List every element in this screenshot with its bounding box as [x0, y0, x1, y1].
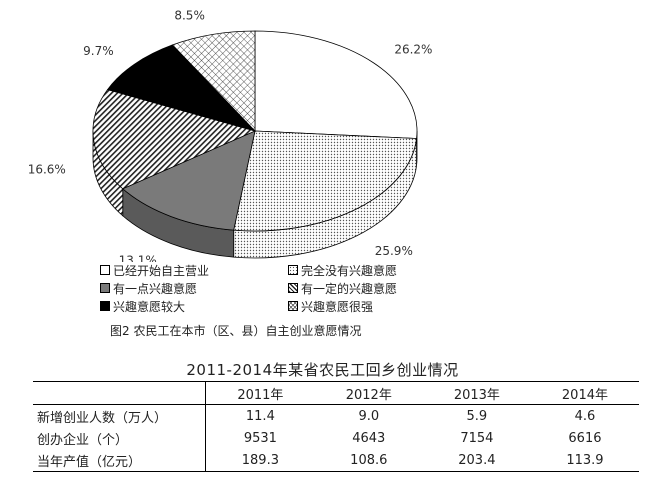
pie-slice — [122, 130, 256, 231]
legend-swatch-crosshatch — [288, 301, 298, 311]
table-cell: 7154 — [460, 430, 494, 446]
pie-value-label: 26.2% — [394, 42, 432, 56]
legend-label: 有一点兴趣意愿 — [113, 281, 198, 296]
pie-top-faces — [92, 30, 418, 232]
table-cell: 9531 — [243, 430, 277, 446]
row-header: 新增创业人数（万人） — [33, 404, 206, 427]
legend-label: 有一定的兴趣意愿 — [301, 281, 398, 296]
pie-value-label: 25.9% — [375, 244, 413, 258]
column-header: 2012年 — [345, 387, 392, 403]
column-header: 2011年 — [237, 387, 284, 403]
pie-value-label: 16.6% — [28, 162, 66, 176]
pie-value-label: 9.7% — [83, 44, 114, 58]
pie-slice — [171, 30, 256, 132]
row-header: 当年产值（亿元） — [33, 449, 206, 472]
table-corner-cell — [33, 381, 206, 405]
pie-value-label: 13.1% — [119, 254, 157, 262]
legend-item: 有一定的兴趣意愿 — [288, 280, 448, 296]
legend-label: 兴趣意愿较大 — [113, 299, 186, 314]
legend-label: 完全没有兴趣意愿 — [301, 263, 398, 278]
table-cell: 6616 — [568, 430, 602, 446]
table-title: 2011-2014年某省农民工回乡创业情况 — [186, 361, 459, 379]
table-cell: 11.4 — [245, 408, 275, 424]
legend-swatch-diagonal — [288, 283, 298, 293]
column-header: 2013年 — [453, 387, 500, 403]
table-cell: 9.0 — [358, 408, 380, 424]
pie-slice — [233, 130, 417, 232]
legend-swatch-white — [100, 265, 110, 275]
legend-swatch-dots — [288, 265, 298, 275]
pie-slice — [106, 44, 257, 132]
table-cell: 108.6 — [350, 452, 388, 468]
pie-legend: 已经开始自主营业 完全没有兴趣意愿 有一点兴趣意愿 有一定的兴趣意愿 兴趣意愿较… — [100, 262, 430, 314]
legend-item: 兴趣意愿很强 — [288, 298, 448, 314]
table-row: 新增创业人数（万人） 11.4 9.0 5.9 4.6 — [33, 404, 639, 427]
pie-value-labels: 26.2% 25.9% 13.1% 16.6% 9.7% 8.5% — [28, 8, 433, 262]
legend-item: 已经开始自主营业 — [100, 262, 288, 278]
legend-swatch-gray — [100, 283, 110, 293]
column-header: 2014年 — [561, 387, 608, 403]
table-cell: 5.9 — [466, 408, 488, 424]
table-row: 当年产值（亿元） 189.3 108.6 203.4 113.9 — [33, 449, 639, 472]
figure-caption: 图2 农民工在本市（区、县）自主创业意愿情况 — [110, 324, 362, 338]
table-header-row: 2011年 2012年 2013年 2014年 — [33, 381, 639, 405]
pie-chart: 26.2% 25.9% 13.1% 16.6% 9.7% 8.5% — [28, 8, 433, 262]
table-cell: 4.6 — [574, 408, 596, 424]
pie-slice — [254, 30, 418, 139]
row-header: 创办企业（个） — [33, 427, 206, 449]
pie-value-label: 8.5% — [174, 8, 205, 22]
legend-item: 有一点兴趣意愿 — [100, 280, 288, 296]
legend-swatch-black — [100, 301, 110, 311]
table-cell: 203.4 — [458, 452, 496, 468]
legend-item: 完全没有兴趣意愿 — [288, 262, 448, 278]
table-cell: 189.3 — [241, 452, 279, 468]
pie-slice — [92, 89, 257, 190]
legend-label: 已经开始自主营业 — [113, 263, 210, 278]
table-row: 创办企业（个） 9531 4643 7154 6616 — [33, 427, 639, 449]
table-cell: 4643 — [352, 430, 386, 446]
legend-label: 兴趣意愿很强 — [301, 299, 374, 314]
data-table: 2011年 2012年 2013年 2014年 新增创业人数（万人） 11.4 … — [33, 381, 639, 472]
legend-item: 兴趣意愿较大 — [100, 298, 288, 314]
table-cell: 113.9 — [566, 452, 604, 468]
